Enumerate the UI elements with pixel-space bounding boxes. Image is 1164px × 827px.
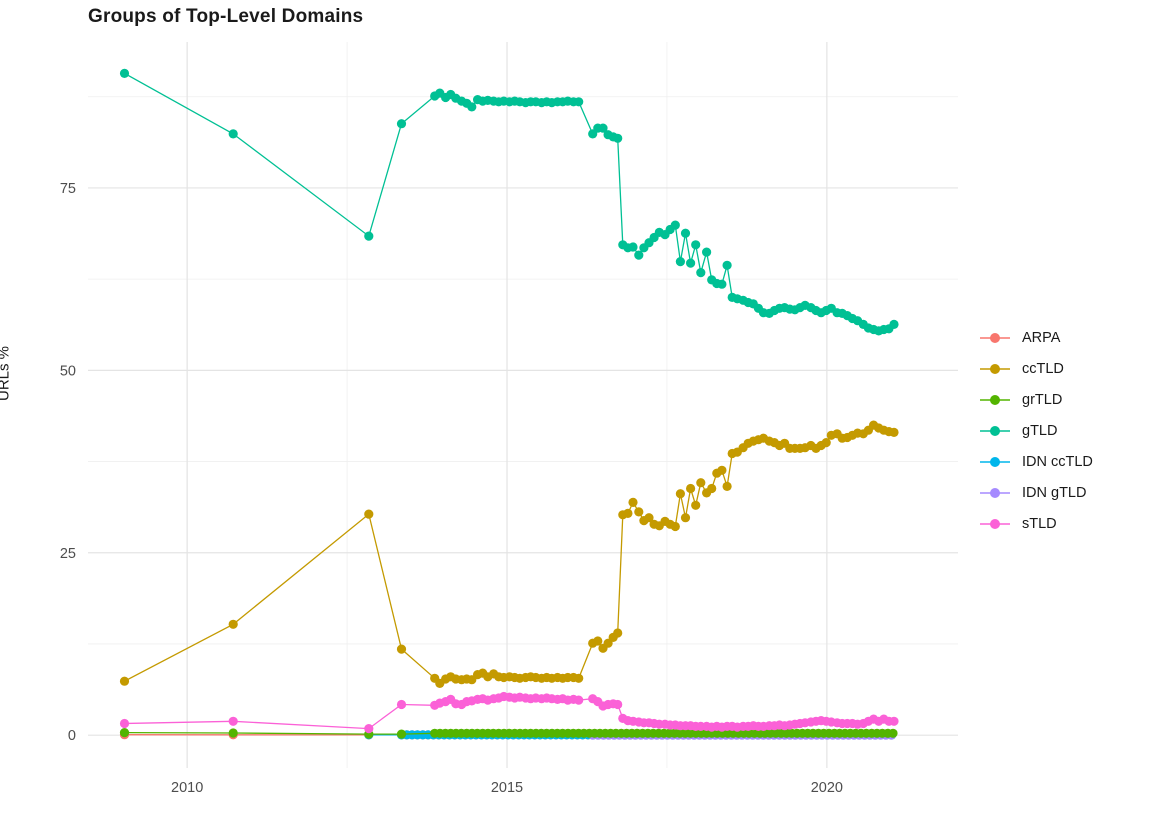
series-line-cctld: [124, 424, 895, 685]
legend-item-grtld: grTLD: [980, 384, 1093, 415]
series-point-gtld: [613, 133, 623, 143]
y-tick-label: 75: [60, 181, 76, 197]
series-point-cctld: [680, 513, 691, 523]
legend-item-arpa: ARPA: [980, 322, 1093, 353]
series-point-stld: [613, 699, 623, 710]
series-point-cctld: [574, 673, 584, 683]
series-point-stld: [396, 699, 407, 710]
series-point-gtld: [691, 240, 701, 250]
series-point-stld: [574, 695, 584, 705]
legend-item-idn-cctld: IDN ccTLD: [980, 446, 1093, 477]
legend-item-cctld: ccTLD: [980, 353, 1093, 384]
series-point-grtld: [396, 729, 407, 739]
legend-key-dot: [990, 425, 1000, 436]
legend-label: ccTLD: [1022, 360, 1064, 377]
legend-label: grTLD: [1022, 391, 1063, 408]
legend-key-dot: [990, 518, 1000, 529]
legend-key-dot: [990, 394, 1000, 405]
legend-key-dot: [990, 487, 1000, 498]
y-tick-label: 0: [68, 728, 76, 744]
series-point-gtld: [722, 260, 732, 270]
legend-key-dot: [990, 332, 1000, 343]
x-tick-label: 2020: [811, 780, 843, 796]
series-point-gtld: [467, 102, 477, 112]
series-point-grtld: [119, 728, 130, 738]
series-point-gtld: [119, 68, 130, 78]
legend-label: IDN gTLD: [1022, 484, 1087, 501]
legend-key-idn-cctld-icon: [980, 456, 1010, 467]
legend-item-idn-gtld: IDN gTLD: [980, 477, 1093, 508]
series-point-grtld: [888, 728, 898, 738]
legend-key-arpa-icon: [980, 332, 1010, 343]
legend-key-idn-gtld-icon: [980, 487, 1010, 498]
legend-label: ARPA: [1022, 329, 1061, 346]
series-point-grtld: [228, 728, 238, 738]
y-tick-label: 50: [60, 363, 76, 379]
legend: ARPA ccTLD grTLD gTLD IDN ccTLD IDN gTLD sTLD: [980, 322, 1093, 539]
series-point-cctld: [691, 500, 701, 510]
series-point-cctld: [593, 636, 603, 646]
series-point-gtld: [675, 257, 686, 267]
series-point-cctld: [634, 507, 644, 517]
series-point-gtld: [628, 242, 638, 252]
series-point-cctld: [821, 438, 831, 448]
series-point-cctld: [696, 478, 706, 488]
series-point-cctld: [628, 497, 638, 507]
legend-label: gTLD: [1022, 422, 1058, 439]
chart-title: Groups of Top-Level Domains: [88, 6, 364, 27]
legend-label: IDN ccTLD: [1022, 453, 1093, 470]
series-point-gtld: [228, 129, 238, 139]
legend-key-dot: [990, 363, 1000, 374]
series-point-cctld: [613, 628, 623, 638]
series-point-cctld: [707, 483, 717, 494]
legend-key-dot: [990, 456, 1000, 467]
series-point-gtld: [670, 220, 680, 230]
series-point-stld: [889, 716, 899, 726]
y-tick-label: 25: [60, 546, 76, 562]
legend-label: sTLD: [1022, 515, 1057, 532]
series-point-gtld: [717, 279, 727, 289]
series-point-gtld: [574, 97, 584, 107]
series-point-cctld: [396, 644, 407, 654]
series-point-stld: [228, 716, 238, 726]
x-tick-label: 2015: [491, 780, 523, 796]
legend-item-gtld: gTLD: [980, 415, 1093, 446]
series-point-cctld: [675, 489, 686, 499]
legend-key-stld-icon: [980, 518, 1010, 529]
series-point-cctld: [889, 427, 899, 437]
legend-key-grtld-icon: [980, 394, 1010, 405]
series-point-cctld: [119, 676, 130, 686]
legend-key-cctld-icon: [980, 363, 1010, 374]
legend-key-gtld-icon: [980, 425, 1010, 436]
series-point-cctld: [670, 521, 680, 532]
series-point-gtld: [598, 123, 608, 133]
series-point-cctld: [364, 509, 374, 519]
series-point-stld: [364, 724, 374, 734]
series-point-gtld: [696, 268, 706, 278]
series-point-stld: [119, 718, 130, 729]
series-point-gtld: [634, 250, 644, 260]
series-point-gtld: [889, 319, 899, 329]
series-point-gtld: [680, 228, 691, 238]
series-point-cctld: [623, 508, 633, 518]
series-point-gtld: [686, 258, 696, 268]
series-point-cctld: [644, 513, 654, 523]
series-point-cctld: [722, 481, 732, 491]
series-point-cctld: [717, 465, 727, 475]
series-point-gtld: [364, 231, 374, 241]
series-point-cctld: [686, 483, 696, 494]
series-point-gtld: [396, 119, 407, 129]
legend-item-stld: sTLD: [980, 508, 1093, 539]
series-point-cctld: [228, 619, 238, 629]
x-tick-label: 2010: [171, 780, 203, 796]
series-point-gtld: [702, 247, 712, 257]
series-line-gtld: [124, 72, 895, 332]
